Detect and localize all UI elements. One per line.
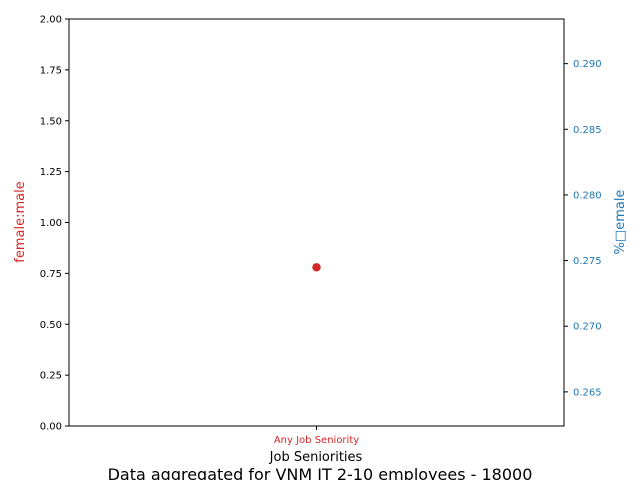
right-y-tick-label: 0.265: [573, 387, 602, 398]
x-tick-label: Any Job Seniority: [274, 435, 359, 446]
x-axis-label: Job Seniorities: [269, 450, 363, 465]
left-y-tick-label: 1.50: [40, 116, 62, 127]
right-y-tick-label: 0.285: [573, 125, 602, 136]
left-y-tick-label: 2.00: [40, 15, 62, 26]
chart-caption: Data aggregated for VNM IT 2-10 employee…: [108, 465, 533, 480]
right-y-tick-label: 0.270: [573, 322, 602, 333]
left-y-tick-label: 0.75: [40, 269, 62, 280]
right-y-tick-label: 0.275: [573, 256, 602, 267]
data-points: [312, 263, 321, 272]
left-y-axis: 0.00 0.25 0.50 0.75 1.00 1.25 1.50 1.75 2.00: [40, 15, 69, 433]
left-y-axis-label: female:male: [13, 181, 28, 262]
data-point: [312, 263, 321, 272]
left-y-tick-label: 1.75: [40, 65, 62, 76]
right-y-tick-label: 0.290: [573, 59, 602, 70]
left-y-tick-label: 0.50: [40, 320, 62, 331]
left-y-tick-label: 0.00: [40, 422, 62, 433]
x-axis: Any Job Seniority: [274, 426, 359, 446]
left-y-tick-label: 1.00: [40, 218, 62, 229]
right-y-tick-label: 0.280: [573, 190, 602, 201]
left-y-tick-label: 0.25: [40, 371, 62, 382]
right-y-axis-label: %□emale: [613, 190, 628, 255]
left-y-tick-label: 1.25: [40, 167, 62, 178]
right-y-axis: 0.265 0.270 0.275 0.280 0.285 0.290: [564, 59, 602, 398]
plot-area: [68, 18, 565, 427]
